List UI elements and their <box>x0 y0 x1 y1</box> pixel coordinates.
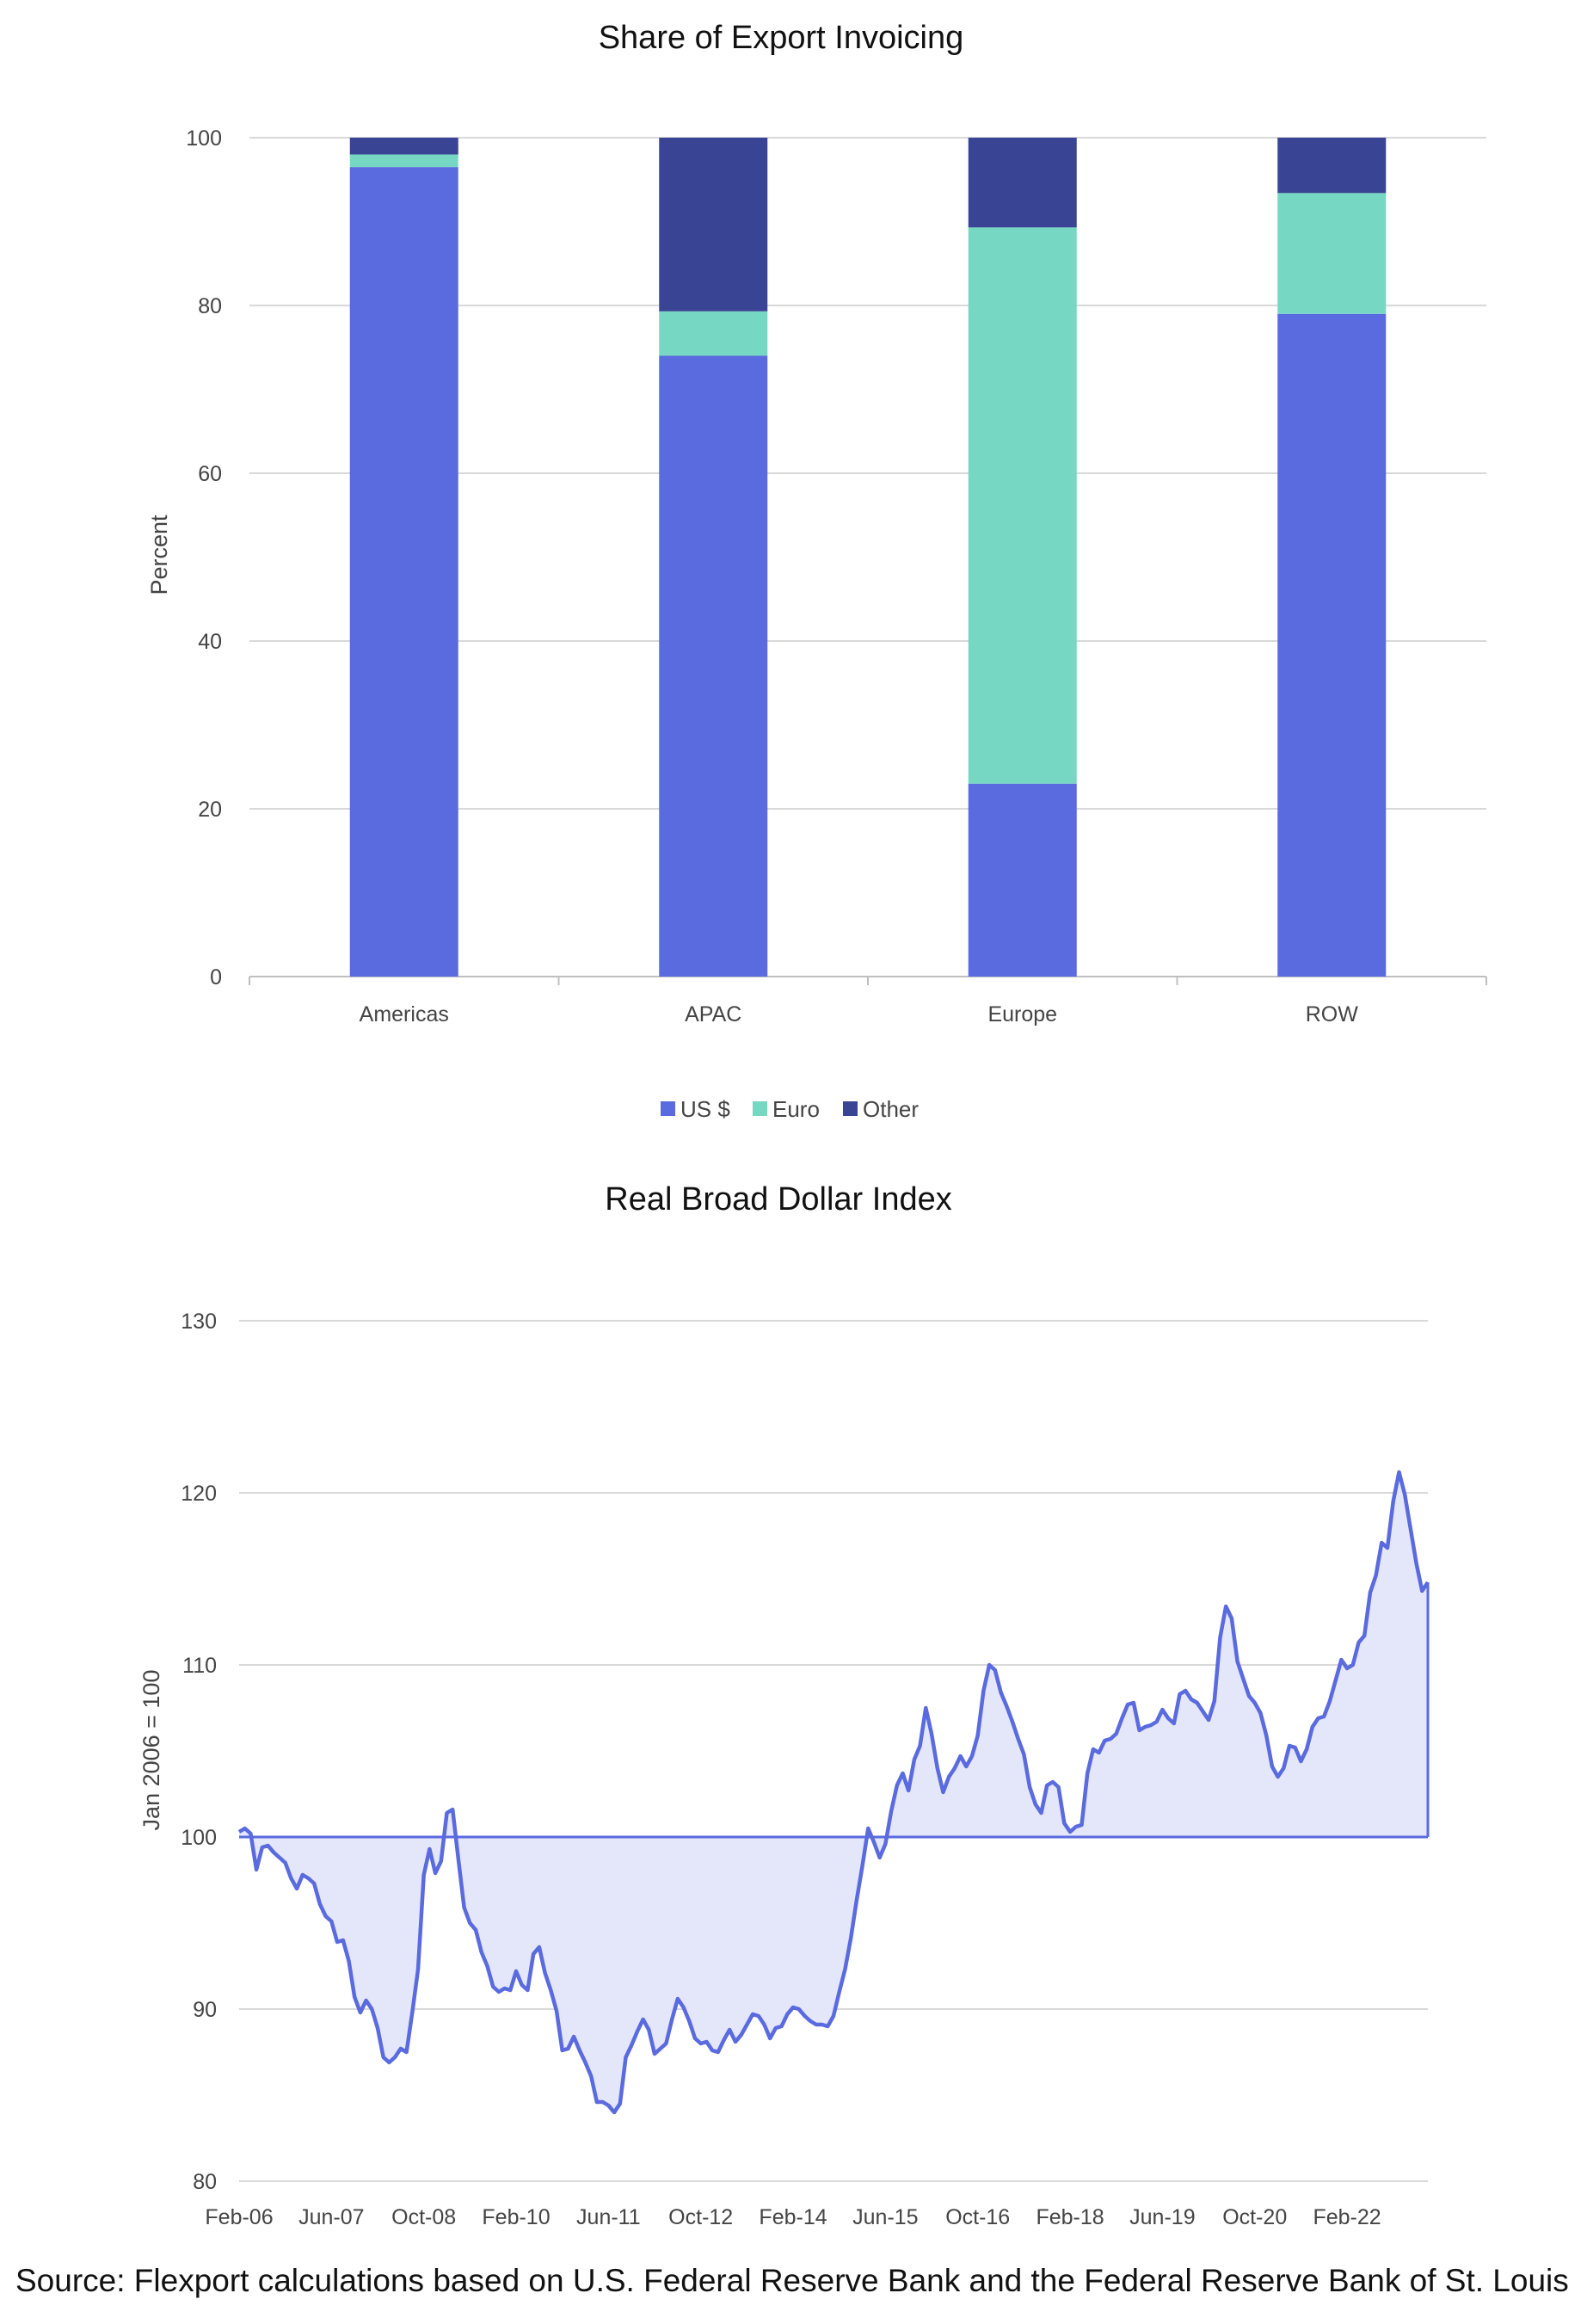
bar-europe-other <box>968 138 1077 228</box>
y-tick-label: 0 <box>210 965 222 989</box>
y-tick-label: 20 <box>198 798 222 822</box>
chart-title-dollar-index: Real Broad Dollar Index <box>605 1181 951 1217</box>
x-tick-label: Jun-11 <box>576 2205 641 2229</box>
y-tick-label: 60 <box>198 462 222 486</box>
x-tick-label: Jun-19 <box>1129 2205 1195 2229</box>
bar-row-euro <box>1277 193 1387 314</box>
bar-americas-euro <box>349 154 458 168</box>
x-tick-label: Oct-16 <box>945 2205 1010 2229</box>
y-axis-label: Jan 2006 = 100 <box>138 1670 164 1831</box>
chart-title-export-invoicing: Share of Export Invoicing <box>599 20 964 56</box>
y-axis-ticks: 0 20 40 60 80 100 <box>186 126 222 989</box>
legend-item: Euro <box>753 1096 820 1122</box>
series-area <box>237 1470 1430 2115</box>
bars <box>349 138 1387 977</box>
bar-europe-euro <box>968 227 1077 784</box>
y-tick-label: 100 <box>186 126 222 151</box>
legend-item: Other <box>843 1096 919 1122</box>
legend-swatch <box>843 1101 858 1116</box>
bar-row-other <box>1277 138 1387 194</box>
series-line <box>237 1470 1430 2115</box>
x-axis-ticks: Feb-06 Jun-07 Oct-08 Feb-10 Jun-11 Oct-12 Feb-… <box>205 2205 1381 2229</box>
legend-swatch <box>661 1101 675 1116</box>
x-tick-label: Feb-06 <box>205 2205 273 2229</box>
bar-americas-other <box>349 138 458 155</box>
x-tick-label: Feb-22 <box>1313 2205 1381 2229</box>
x-tick-label: Europe <box>987 1002 1057 1026</box>
y-tick-label: 40 <box>198 630 222 654</box>
x-tick-label: Oct-20 <box>1222 2205 1287 2229</box>
y-tick-label: 110 <box>182 1654 217 1678</box>
legend-label: US $ <box>680 1096 730 1122</box>
bar-apac-other <box>659 138 768 311</box>
y-axis-ticks: 80 90 100 110 120 130 <box>181 1310 217 2194</box>
dollar-index-chart: Real Broad Dollar Index 80 90 100 110 120 130… <box>138 1181 1430 2229</box>
x-tick-label: ROW <box>1306 1002 1359 1026</box>
bar-row-us <box>1277 313 1387 977</box>
legend-swatch <box>753 1101 767 1116</box>
y-axis-label: Percent <box>146 515 172 595</box>
x-tick-label: APAC <box>685 1002 741 1026</box>
x-tick-label: Jun-07 <box>298 2205 364 2229</box>
area-fill <box>239 1472 1428 2112</box>
y-tick-label: 100 <box>181 1826 217 1850</box>
x-tick-label: Americas <box>360 1002 449 1026</box>
x-tick-label: Feb-18 <box>1036 2205 1104 2229</box>
x-axis-ticks: Americas APAC Europe ROW <box>360 1002 1359 1026</box>
x-tick-label: Jun-15 <box>852 2205 918 2229</box>
x-tick-label: Oct-08 <box>391 2205 456 2229</box>
bar-apac-euro <box>659 311 768 356</box>
x-tick-label: Feb-14 <box>759 2205 827 2229</box>
bar-americas-us <box>349 167 458 977</box>
legend-item: US $ <box>661 1096 730 1122</box>
bar-europe-us <box>968 783 1077 977</box>
y-tick-label: 80 <box>193 2170 217 2194</box>
y-tick-label: 120 <box>181 1482 217 1506</box>
bar-apac-us <box>659 355 768 977</box>
source-note: Source: Flexport calculations based on U… <box>15 2263 1569 2298</box>
x-tick-label: Feb-10 <box>482 2205 550 2229</box>
y-tick-label: 90 <box>193 1998 217 2022</box>
export-invoicing-chart: Share of Export Invoicing 0 20 40 60 80 100 A… <box>146 20 1487 1122</box>
y-tick-label: 130 <box>181 1310 217 1334</box>
legend: US $ Euro Other <box>661 1096 919 1122</box>
x-tick-label: Oct-12 <box>668 2205 733 2229</box>
y-tick-label: 80 <box>198 294 222 318</box>
legend-label: Other <box>863 1096 919 1122</box>
legend-label: Euro <box>772 1096 820 1122</box>
